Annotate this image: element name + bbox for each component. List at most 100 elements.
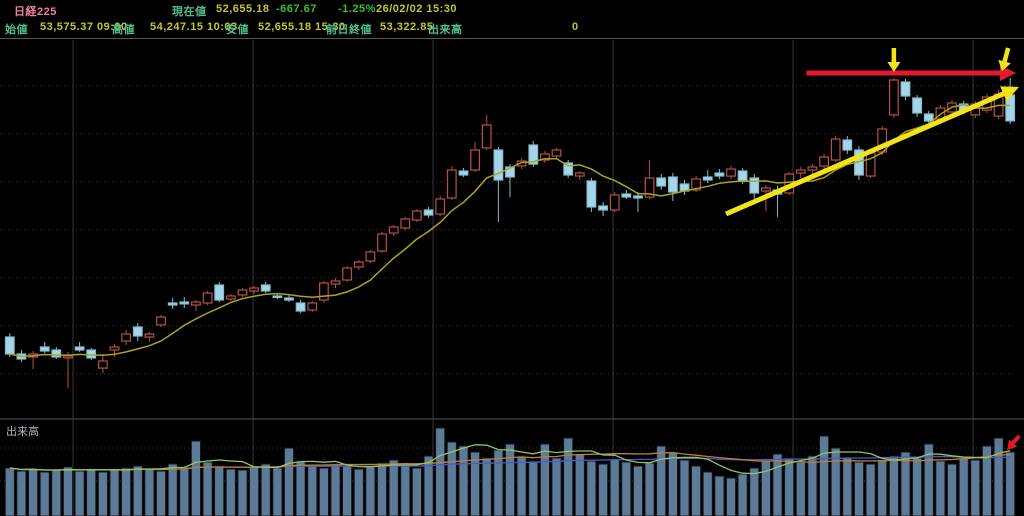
volume-bar <box>621 461 632 516</box>
volume-ma-green <box>9 444 1011 475</box>
quote-datetime: 26/02/02 15:30 <box>376 3 458 15</box>
volume-bar <box>39 471 50 516</box>
candle-down <box>912 97 922 114</box>
candle-up <box>609 194 620 211</box>
volume-bar <box>865 463 876 516</box>
annotations <box>725 47 1021 450</box>
down-arrow-icon-head <box>887 62 901 72</box>
candle-up <box>353 261 364 268</box>
volume-bar <box>737 473 748 516</box>
candle-down <box>528 144 539 165</box>
volume-bar <box>132 465 143 516</box>
volume-bar <box>888 455 899 516</box>
volume-bar <box>109 469 120 516</box>
volume-bar <box>609 458 620 516</box>
volume-bar <box>946 463 958 516</box>
volume-bar <box>551 457 562 516</box>
candle-up <box>97 360 108 369</box>
volume-bar <box>16 470 27 516</box>
volume-bar <box>481 457 492 516</box>
candle-up <box>481 124 492 149</box>
high-value: 54,247.15 10:03 <box>150 21 238 33</box>
volume-bar <box>539 443 550 516</box>
volume-bar <box>330 463 341 516</box>
volume-bar <box>237 469 248 516</box>
prev-close-value: 53,322.85 <box>380 21 434 33</box>
volume-bar <box>842 457 853 516</box>
volume-bar <box>516 455 527 516</box>
volume-bar <box>632 465 644 516</box>
candle-up <box>726 168 736 177</box>
volume-bar <box>725 477 737 516</box>
volume-value: 0 <box>572 21 579 33</box>
volume-bar <box>144 468 155 516</box>
current-price-label: 現在値 <box>172 6 207 18</box>
volume-bar <box>702 471 713 516</box>
volume-bar <box>62 466 74 516</box>
volume-bar <box>28 468 39 516</box>
volume-bar <box>528 460 539 516</box>
volume-bar <box>958 457 969 516</box>
candle-up <box>202 292 213 304</box>
candle-down <box>737 170 748 182</box>
volume-bar <box>283 447 295 516</box>
volume-bar <box>446 441 457 516</box>
volume-bar <box>155 470 167 516</box>
down-arrow-icon <box>998 47 1011 72</box>
volume-bar <box>342 465 353 516</box>
candle-up <box>435 198 446 215</box>
volume-bar <box>86 468 97 516</box>
candle-down <box>667 176 678 193</box>
volume-bar <box>353 468 364 516</box>
volume-bar <box>225 468 236 516</box>
candle-down <box>923 113 934 122</box>
volume-bar <box>563 437 574 516</box>
volume-bar <box>470 451 481 516</box>
low-value: 52,655.18 15:30 <box>258 21 346 33</box>
volume-bar <box>1005 451 1016 516</box>
candle-down <box>272 295 283 299</box>
volume-bar <box>400 465 411 516</box>
volume-bar <box>993 437 1004 516</box>
candle-up <box>191 301 201 306</box>
volume-bar <box>365 466 376 516</box>
candle-up <box>795 169 806 174</box>
candle-down <box>179 301 190 305</box>
candle-up <box>691 178 701 191</box>
volume-bar <box>970 459 981 516</box>
candle-up <box>121 333 132 342</box>
volume-label: 出来高 <box>428 24 463 36</box>
candle-up <box>807 166 818 171</box>
candle-up <box>377 233 387 252</box>
volume-bar <box>935 460 946 516</box>
candle-up <box>237 289 248 296</box>
volume-bar <box>749 467 760 516</box>
candle-down <box>74 346 85 351</box>
volume-bar <box>214 465 225 516</box>
candle-down <box>505 166 515 178</box>
candle-up <box>307 302 318 311</box>
volume-bar <box>923 443 934 516</box>
candle-down <box>586 180 597 208</box>
volume-bar <box>656 445 667 516</box>
candle-down <box>39 346 50 352</box>
candle-up <box>225 295 236 300</box>
candle-up <box>319 282 329 301</box>
down-arrow-icon-shaft <box>1002 47 1011 63</box>
volume-bar <box>4 467 15 516</box>
candle-up <box>400 218 411 229</box>
volume-bar <box>51 469 62 516</box>
prev-close-label: 前日終値 <box>326 24 372 36</box>
volume-bar <box>644 462 655 516</box>
volume-bar <box>877 459 888 516</box>
down-arrow-icon <box>887 48 901 72</box>
candle-down <box>493 149 504 181</box>
volume-bar <box>574 453 585 516</box>
volume-bar <box>784 457 795 516</box>
candle-up <box>249 287 260 292</box>
volume-ma-orange <box>9 451 1011 471</box>
volume-bar <box>900 451 911 516</box>
volume-bar <box>667 451 678 516</box>
candle-up <box>63 355 73 359</box>
